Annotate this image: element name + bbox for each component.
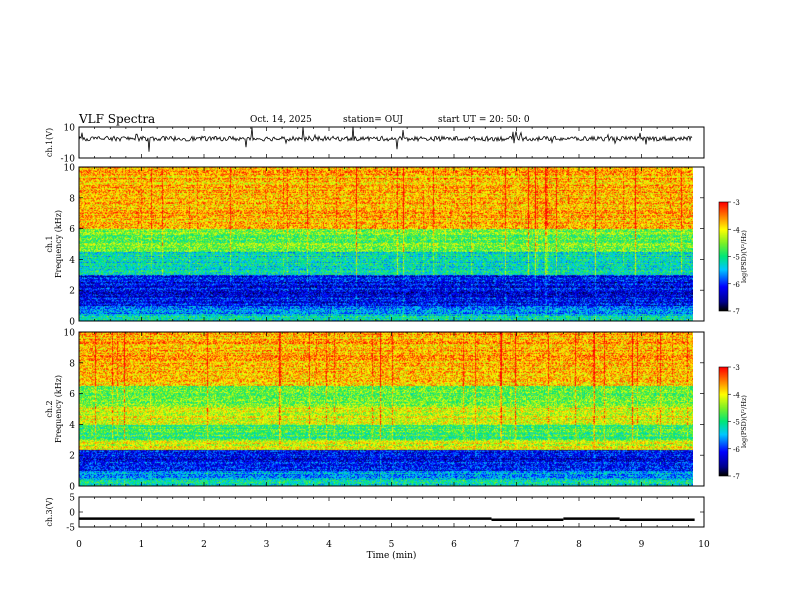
x-tick-label: 4 [326,540,332,550]
colorbar-tick-label: -5 [733,419,740,427]
y-tick-label: 8 [69,359,75,369]
y-tick-label: -10 [61,155,76,165]
colorbar-tick-label: -3 [733,199,740,207]
x-tick-label: 1 [139,540,145,550]
ch2-spectrogram [79,332,693,486]
y-tick-label: 10 [64,164,76,174]
colorbar-frame [718,366,729,477]
y-tick-label: 0 [69,483,75,493]
figure-title: VLF Spectra [79,112,156,126]
y-tick-label: 0 [69,509,75,519]
ch1-colorbar [719,202,728,311]
y-tick-label: 2 [69,287,75,297]
y-tick-label: 0 [69,318,75,328]
y-axis-label: ch.3(V) [45,497,54,526]
y-tick-label: 10 [64,329,76,339]
colorbar-tick-label: -6 [733,446,740,454]
colorbar-label: log(PSD)(V²/Hz) [740,230,748,283]
colorbar-tick-label: -7 [733,473,740,481]
colorbar-tick-label: -4 [733,226,740,234]
x-tick-label: 3 [264,540,270,550]
ch1-waveform-line [78,126,693,152]
y-tick-label: 2 [69,452,75,462]
y-tick-label: 4 [69,256,75,266]
y-axis-label-channel: ch.2 [45,400,54,417]
y-tick-label: 6 [69,390,75,400]
y-tick-label: 5 [69,494,75,504]
y-tick-label: 8 [69,194,75,204]
y-tick-label: -5 [66,524,75,534]
x-tick-label: 7 [514,540,520,550]
y-tick-label: 4 [69,421,75,431]
y-tick-label: 10 [64,124,76,134]
ch1-spectrogram [79,167,693,321]
start-time-label: start UT = 20: 50: 0 [438,115,530,125]
ch2-colorbar [719,367,728,476]
date-label: Oct. 14, 2025 [250,115,312,125]
y-axis-label: ch.1(V) [45,128,54,157]
y-axis-label-frequency: Frequency (kHz) [54,375,63,443]
y-axis-label-channel: ch.1 [45,235,54,252]
colorbar-tick-label: -3 [733,364,740,372]
y-axis-label-frequency: Frequency (kHz) [54,210,63,278]
panel-frame-ch1-waveform [78,126,705,159]
panel-frame-ch1-spectrogram [78,166,705,322]
colorbar-label: log(PSD)(V²/Hz) [740,395,748,448]
y-tick-label: 6 [69,225,75,235]
panel-frame-ch3-waveform [78,496,705,528]
x-tick-label: 9 [639,540,645,550]
colorbar-tick-label: -5 [733,254,740,262]
x-tick-label: 6 [451,540,457,550]
colorbar-tick-label: -4 [733,391,740,399]
x-tick-label: 0 [76,540,82,550]
station-label: station= OUJ [343,115,404,125]
x-tick-label: 5 [389,540,395,550]
x-axis-label: Time (min) [367,550,417,561]
colorbar-frame [718,201,729,312]
panel-frame-ch2-spectrogram [78,331,705,487]
x-tick-label: 8 [576,540,582,550]
x-tick-label: 2 [201,540,207,550]
colorbar-tick-label: -6 [733,281,740,289]
x-tick-label: 10 [698,540,710,550]
colorbar-tick-label: -7 [733,308,740,316]
